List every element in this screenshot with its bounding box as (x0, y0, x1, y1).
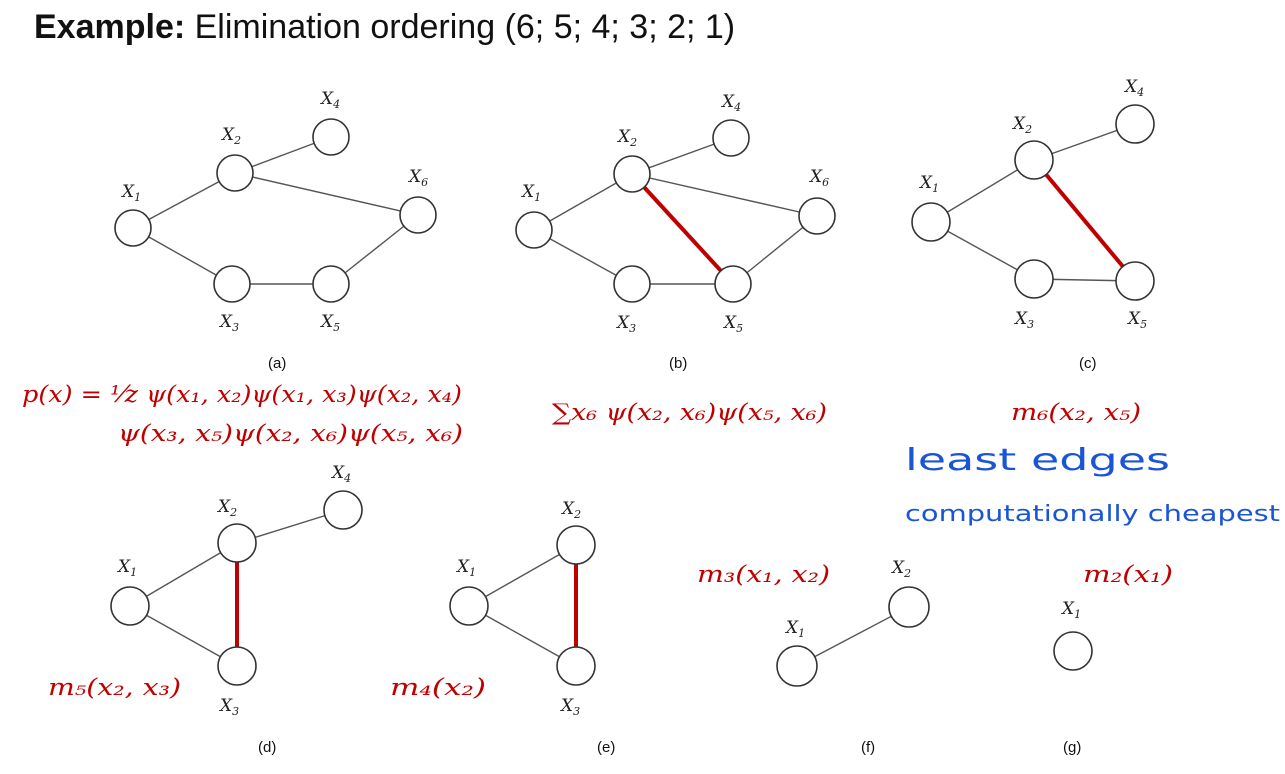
panel-d: X1 X2 X3 X4 (d) (110, 463, 363, 756)
node-x1 (515, 211, 553, 249)
label-x1: X1 (116, 557, 137, 579)
label-x2: X2 (1011, 114, 1032, 136)
label-x5: X5 (722, 313, 743, 335)
label-x6: X6 (808, 167, 829, 189)
label-x1: X1 (1060, 599, 1081, 621)
label-x6: X6 (407, 167, 428, 189)
edge-x1-x3 (129, 605, 238, 667)
label-x3: X3 (218, 696, 239, 718)
sum-over-x6: ∑x₆ ψ(x₂, x₆)ψ(x₅, x₆) (552, 400, 827, 426)
label-x1: X1 (455, 557, 476, 579)
node-x2 (216, 154, 254, 192)
node-x2 (556, 525, 596, 565)
fill-in-edge-x2-x5 (630, 172, 735, 286)
label-x1: X1 (918, 173, 939, 195)
caption-c: (c) (1079, 355, 1097, 372)
label-x3: X3 (1013, 309, 1034, 331)
label-x2: X2 (220, 125, 241, 147)
node-x1 (110, 586, 150, 626)
label-x2: X2 (560, 499, 581, 521)
fill-in-edge-x2-x5 (1032, 158, 1137, 283)
panel-b: X1 X2 X3 X4 X5 X6 (b) (515, 92, 836, 372)
node-x1 (911, 202, 951, 242)
handwritten-note-least-edges: least edges (905, 443, 1170, 478)
node-x1 (776, 645, 818, 687)
edge-x2-x6 (234, 172, 419, 216)
caption-e: (e) (597, 739, 615, 756)
label-x2: X2 (216, 497, 237, 519)
panel-c: X1 X2 X3 X4 X5 (c) (911, 77, 1155, 372)
message-m3: m₃(x₁, x₂) (697, 562, 830, 588)
handwritten-note-computationally-cheapest: computationally cheapest (905, 502, 1280, 527)
node-x2 (613, 155, 651, 193)
joint-distribution-line2: ψ(x₃, x₅)ψ(x₂, x₆)ψ(x₅, x₆) (118, 421, 463, 447)
label-x1: X1 (784, 618, 805, 640)
node-x1 (114, 209, 152, 247)
label-x5: X5 (1126, 309, 1147, 331)
slide-title: Example: Elimination ordering (6; 5; 4; … (34, 8, 735, 47)
label-x3: X3 (615, 313, 636, 335)
edge-x1-x2 (930, 159, 1035, 223)
label-x3: X3 (218, 312, 239, 334)
caption-a: (a) (268, 355, 286, 372)
label-x3: X3 (559, 696, 580, 718)
node-x3 (217, 646, 257, 686)
node-x4 (312, 118, 350, 156)
node-x1 (1053, 631, 1093, 671)
node-x6 (399, 196, 437, 234)
edge-x1-x3 (468, 605, 577, 667)
edge-x2-x6 (631, 173, 818, 217)
node-x2 (1014, 140, 1054, 180)
node-x3 (613, 265, 651, 303)
node-x2 (217, 523, 257, 563)
edge-x1-x3 (132, 227, 233, 285)
label-x4: X4 (720, 92, 741, 114)
joint-distribution-line1: p(x) = ¹⁄z ψ(x₁, x₂)ψ(x₁, x₃)ψ(x₂, x₄) (22, 382, 462, 408)
node-x5 (312, 265, 350, 303)
node-x6 (798, 197, 836, 235)
title-keyword: Example: (34, 8, 186, 46)
node-x4 (712, 119, 750, 157)
label-x2: X2 (890, 558, 911, 580)
node-x1 (449, 586, 489, 626)
node-x4 (323, 490, 363, 530)
message-m4: m₄(x₂) (390, 675, 486, 701)
message-m2: m₂(x₁) (1083, 562, 1173, 588)
node-x2 (888, 586, 930, 628)
caption-f: (f) (861, 739, 875, 756)
edge-x1-x2 (533, 173, 633, 231)
node-x3 (213, 265, 251, 303)
message-m5: m₅(x₂, x₃) (48, 675, 181, 701)
edge-x1-x2 (132, 172, 236, 229)
label-x1: X1 (520, 182, 541, 204)
node-x3 (1014, 259, 1054, 299)
label-x5: X5 (319, 312, 340, 334)
node-x4 (1115, 104, 1155, 144)
panel-g: X1 (g) (1053, 599, 1093, 756)
panel-a: X1 X2 X3 X4 X5 X6 (a) (114, 89, 437, 372)
caption-b: (b) (669, 355, 687, 372)
label-x1: X1 (120, 182, 141, 204)
panel-e: X1 X2 X3 (e) (449, 499, 615, 756)
node-x3 (556, 646, 596, 686)
edge-x1-x2 (796, 606, 910, 667)
panel-f: X1 X2 (f) (776, 558, 930, 756)
edge-x1-x2 (468, 544, 577, 607)
title-text: Elimination ordering (6; 5; 4; 3; 2; 1) (185, 8, 736, 46)
label-x2: X2 (616, 127, 637, 149)
label-x4: X4 (330, 463, 351, 485)
node-x5 (1115, 261, 1155, 301)
label-x4: X4 (1123, 77, 1144, 99)
caption-d: (d) (258, 739, 276, 756)
caption-g: (g) (1063, 739, 1081, 756)
message-m6: m₆(x₂, x₅) (1011, 400, 1141, 426)
node-x5 (714, 265, 752, 303)
edge-x1-x2 (129, 542, 238, 607)
label-x4: X4 (319, 89, 340, 111)
